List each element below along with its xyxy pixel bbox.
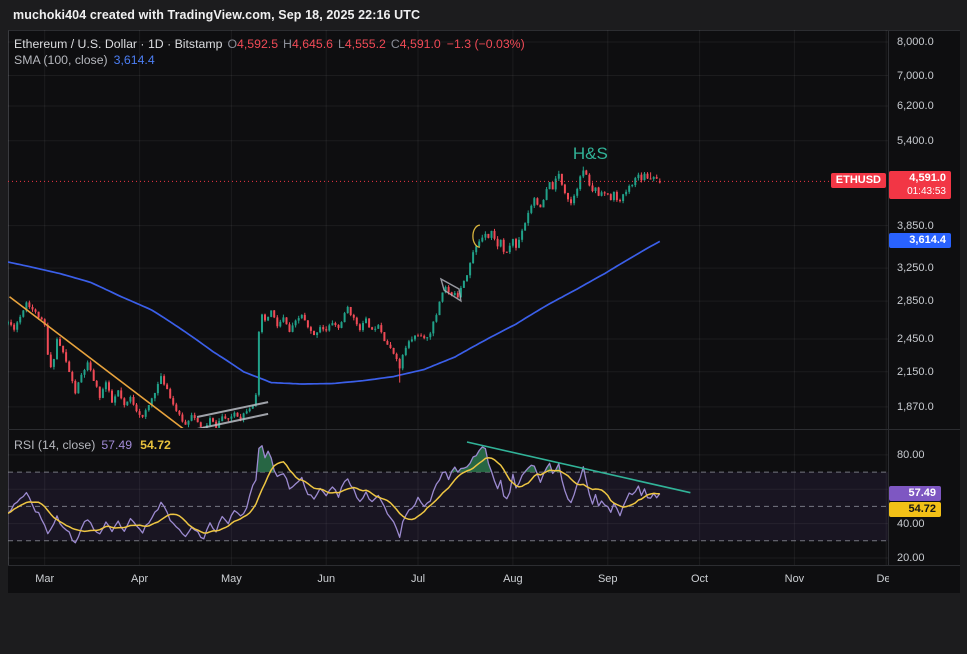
sma-axis-badge: 3,614.4	[889, 233, 951, 249]
low-value: 4,555.2	[344, 37, 386, 51]
time-axis-label: May	[220, 573, 242, 585]
time-axis-label: Sep	[597, 573, 618, 585]
rsi-value: 57.49	[101, 438, 133, 452]
symbol-legend-row: Ethereum / U.S. Dollar · 1D · Bitstamp O4…	[14, 36, 525, 52]
attribution-text: muchoki404 created with TradingView.com,…	[13, 8, 421, 22]
symbol-title[interactable]: Ethereum / U.S. Dollar · 1D · Bitstamp	[14, 37, 223, 51]
sma-value: 3,614.4	[113, 53, 155, 67]
price-axis-label: 2,850.0	[897, 295, 934, 308]
rsi-trendline[interactable]	[466, 441, 691, 494]
time-axis-label: Jun	[317, 573, 336, 585]
rsi-ma-line[interactable]	[8, 457, 660, 534]
sma-indicator-label[interactable]: SMA (100, close)	[14, 53, 108, 67]
rsi-ma-value: 54.72	[140, 438, 171, 452]
candles[interactable]	[7, 166, 661, 436]
sma-line[interactable]	[8, 240, 661, 385]
chart-panel-background	[8, 30, 960, 592]
rsi-legend-row: RSI (14, close) 57.49 54.72	[14, 437, 171, 453]
current-price-value: 4,591.0	[909, 172, 946, 185]
symbol-legend: Ethereum / U.S. Dollar · 1D · Bitstamp O4…	[14, 36, 525, 68]
time-axis-label: Apr	[131, 573, 149, 585]
bar-countdown: 01:43:53	[907, 186, 946, 198]
price-axis-label: 5,400.0	[897, 134, 934, 147]
flag-channel-upper[interactable]	[196, 401, 269, 418]
chart-canvas[interactable]: H&S	[0, 30, 967, 592]
high-label: H	[283, 37, 292, 51]
rsi-indicator-label[interactable]: RSI (14, close)	[14, 438, 96, 452]
open-label: O	[227, 37, 238, 51]
flag-channel-lower[interactable]	[196, 412, 269, 429]
top-attribution-bar: muchoki404 created with TradingView.com,…	[0, 0, 967, 30]
rsi-overbought-fill	[256, 445, 585, 473]
price-axis-label: 3,250.0	[897, 262, 934, 275]
price-axis-label: 2,450.0	[897, 333, 934, 346]
close-value: 4,591.0	[399, 37, 441, 51]
time-axis[interactable]: Mar Apr May Jun Jul Aug Sep Oct Nov Dec	[8, 565, 960, 593]
high-value: 4,645.6	[291, 37, 333, 51]
open-value: 4,592.5	[237, 37, 279, 51]
pane-separators	[8, 30, 960, 592]
time-axis-label: Oct	[690, 573, 709, 585]
time-axis-label: Nov	[784, 573, 805, 585]
rsi-axis-label: 80.00	[897, 448, 925, 461]
arc-annotation[interactable]	[472, 224, 481, 248]
flag-parallelogram[interactable]	[439, 277, 462, 303]
time-axis-label: Mar	[35, 573, 55, 585]
price-axis-label: 8,000.0	[897, 36, 934, 48]
rsi-legend: RSI (14, close) 57.49 54.72	[14, 437, 171, 453]
low-label: L	[337, 37, 345, 51]
change-value: −1.3 (−0.03%)	[446, 37, 525, 51]
time-axis-label: Jul	[411, 573, 426, 585]
downtrend-line[interactable]	[9, 296, 185, 430]
close-label: C	[390, 37, 400, 51]
head-and-shoulders-label[interactable]: H&S	[573, 144, 608, 163]
footer-band: TradingView	[0, 592, 967, 654]
time-axis-label: Dec	[876, 573, 889, 585]
price-axis-label: 1,870.0	[897, 400, 934, 413]
rsi-line[interactable]	[8, 445, 661, 544]
rsi-axis-badge: 57.49	[889, 485, 941, 501]
time-axis-label: Aug	[503, 573, 523, 585]
price-axis-label: 3,850.0	[897, 219, 934, 232]
current-price-badge: 4,591.0 01:43:53	[889, 171, 951, 200]
price-axis-label: 6,200.0	[897, 99, 934, 112]
sma-legend-row: SMA (100, close) 3,614.4	[14, 52, 525, 68]
rsi-ma-axis-badge: 54.72	[889, 501, 941, 517]
rsi-bands	[8, 471, 888, 542]
price-axis-label: 7,000.0	[897, 69, 934, 82]
rsi-axis-label: 20.00	[897, 552, 925, 564]
rsi-axis-label: 40.00	[897, 517, 925, 530]
price-axis-label: 2,150.0	[897, 365, 934, 378]
time-axis-labels: Mar Apr May Jun Jul Aug Sep Oct Nov Dec	[8, 566, 889, 593]
symbol-price-label-badge: ETHUSD	[830, 173, 886, 189]
